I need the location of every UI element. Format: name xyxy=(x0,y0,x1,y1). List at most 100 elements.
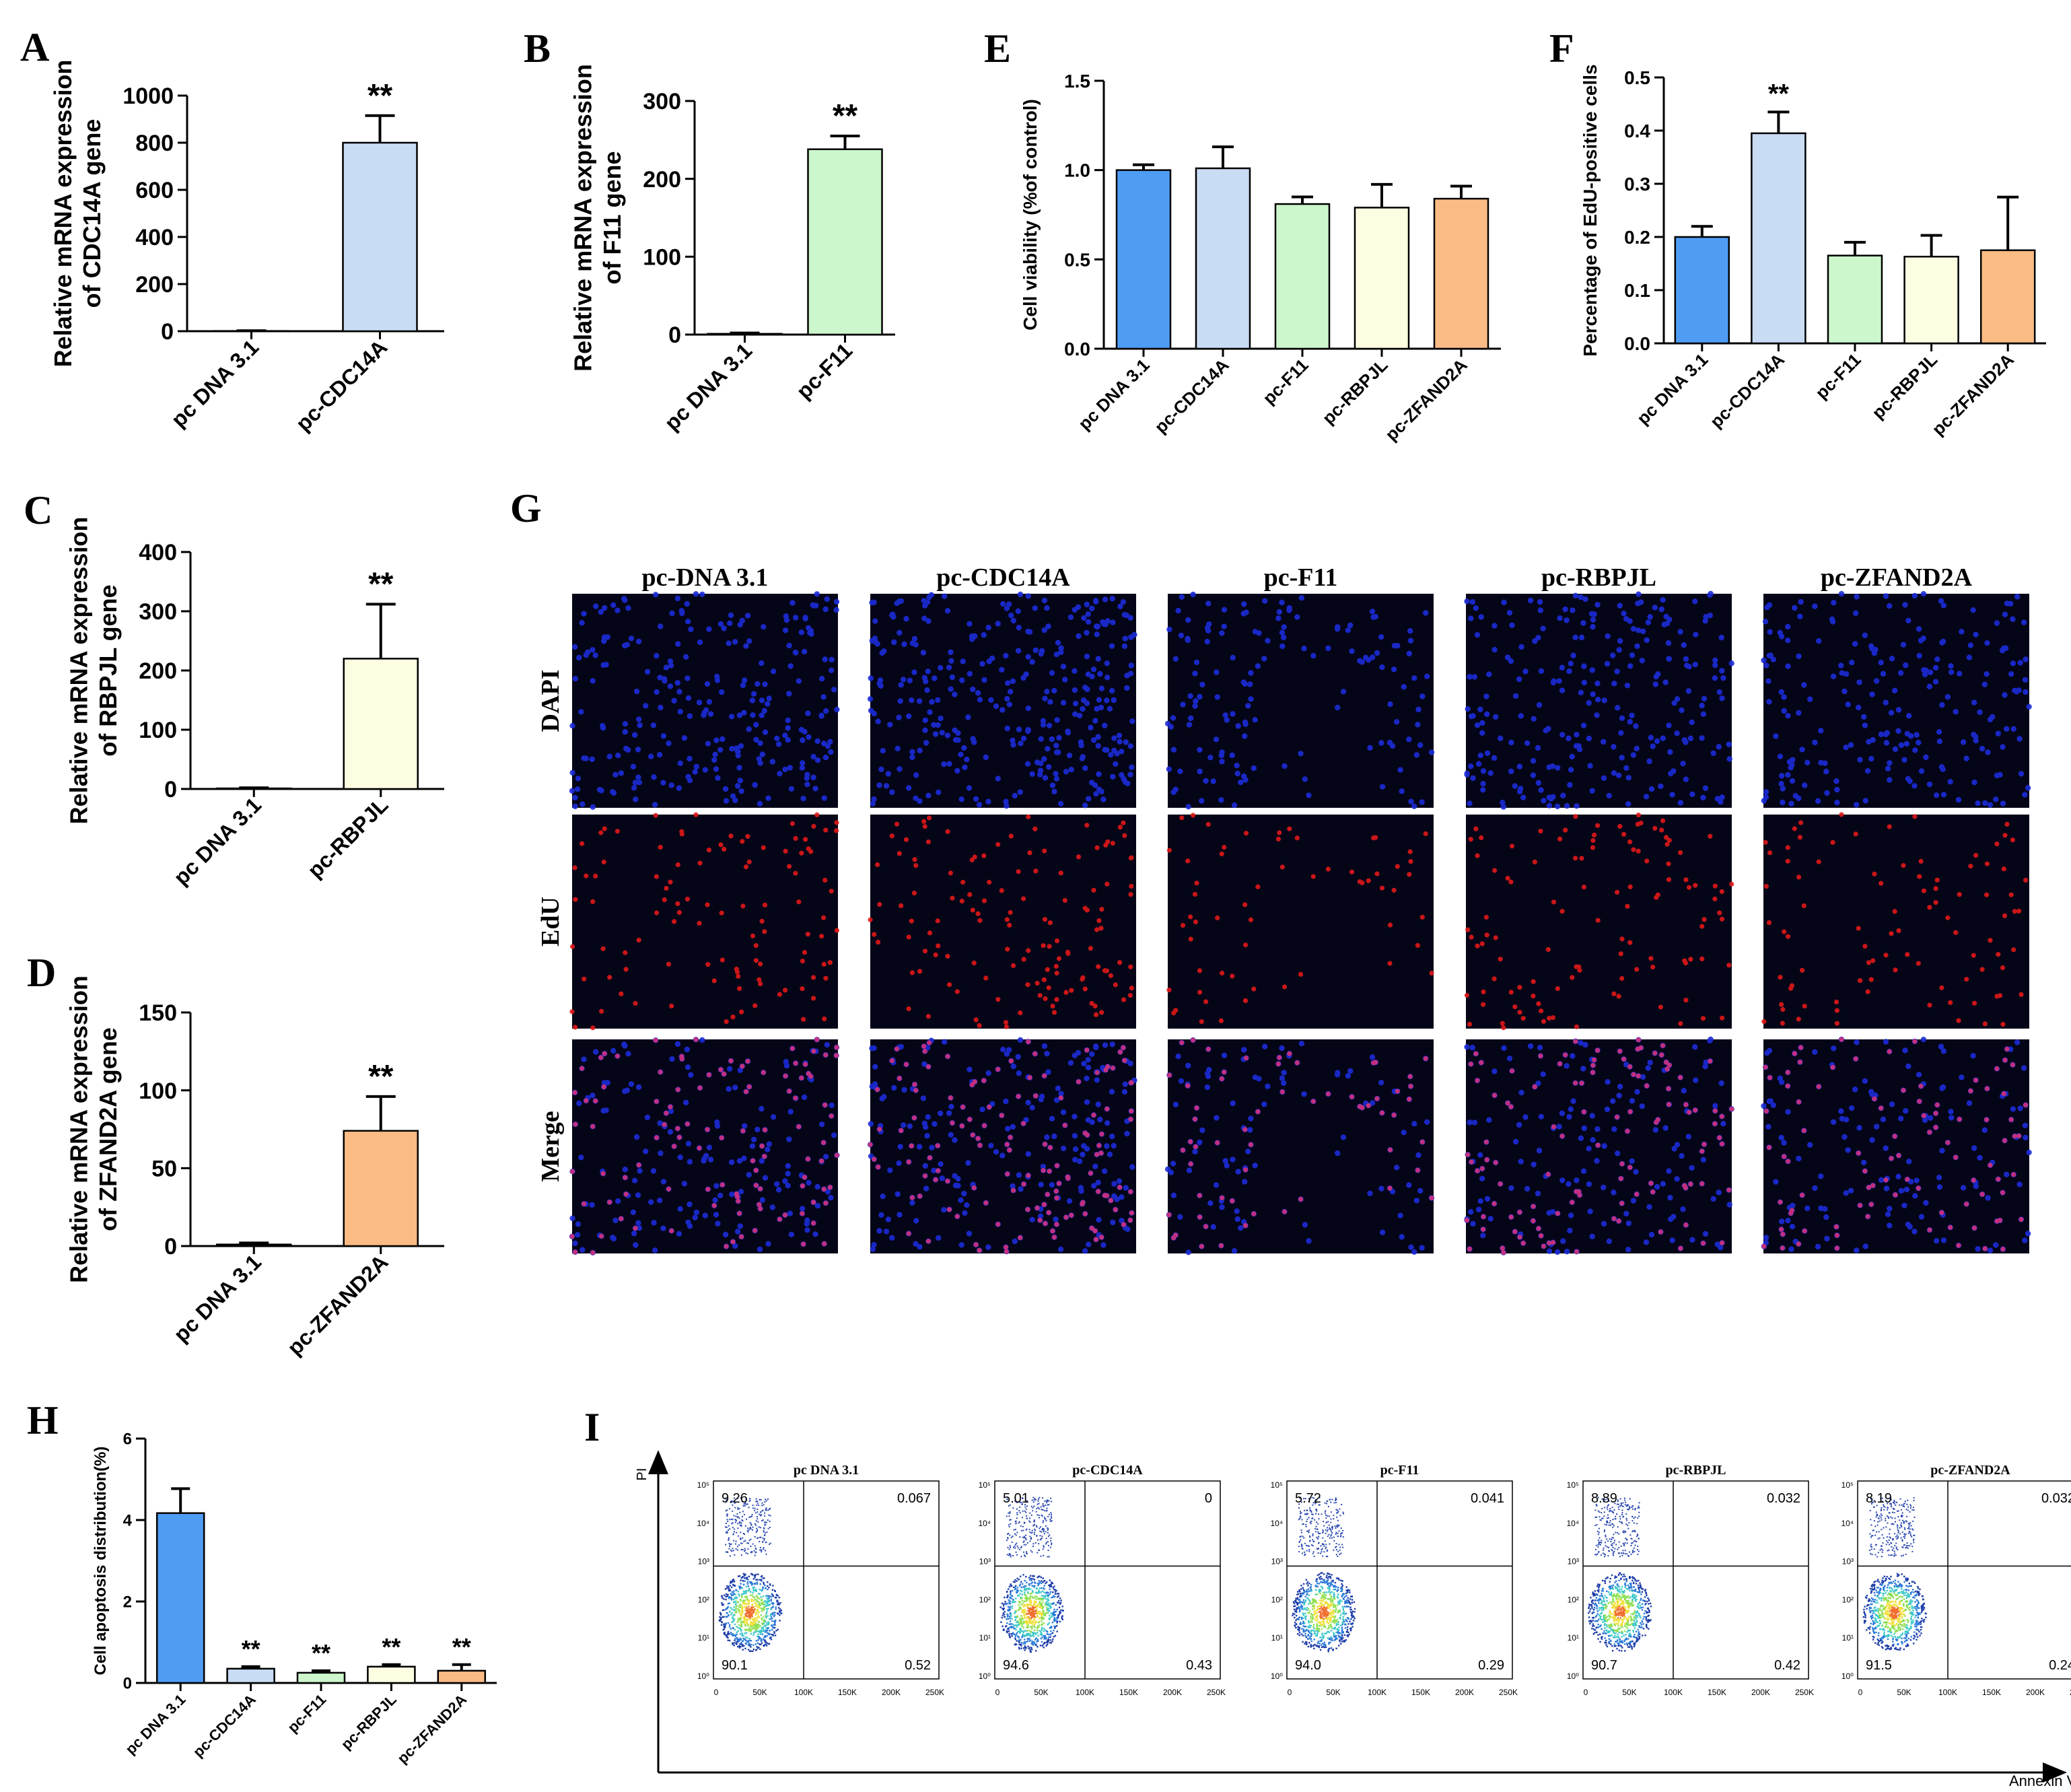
event-dot xyxy=(1611,1523,1613,1525)
event-dot xyxy=(1326,1550,1328,1552)
event-dot xyxy=(757,1573,759,1575)
event-dot xyxy=(1632,1508,1634,1510)
event-dot xyxy=(1617,1593,1619,1595)
event-dot xyxy=(1024,1605,1026,1607)
event-dot xyxy=(1642,1599,1644,1601)
event-dot xyxy=(1621,1647,1623,1649)
event-dot xyxy=(1625,1595,1627,1597)
event-dot xyxy=(1321,1513,1323,1515)
event-dot xyxy=(1631,1520,1634,1522)
event-dot xyxy=(1028,1520,1030,1522)
event-dot xyxy=(757,1627,759,1629)
event-dot xyxy=(1057,1593,1060,1595)
event-dot xyxy=(1321,1623,1323,1625)
event-dot xyxy=(1633,1586,1636,1588)
event-dot xyxy=(1049,1579,1051,1581)
event-dot xyxy=(1615,1587,1618,1589)
event-dot xyxy=(1335,1554,1337,1556)
event-dot xyxy=(1012,1633,1014,1635)
event-dot xyxy=(1041,1641,1043,1643)
event-dot xyxy=(1604,1523,1606,1525)
event-dot xyxy=(1608,1634,1610,1636)
event-dot xyxy=(1043,1630,1045,1632)
event-dot xyxy=(1647,1620,1650,1622)
event-dot xyxy=(1615,1518,1617,1520)
event-dot xyxy=(732,1579,735,1581)
event-dot xyxy=(1605,1629,1608,1631)
event-dot xyxy=(724,1631,726,1634)
event-dot xyxy=(1039,1610,1041,1613)
event-dot xyxy=(767,1588,769,1591)
event-dot xyxy=(759,1626,761,1628)
event-dot xyxy=(1018,1639,1020,1641)
event-dot xyxy=(1026,1515,1028,1517)
event-dot xyxy=(747,1579,749,1581)
event-dot xyxy=(1625,1578,1627,1580)
event-dot xyxy=(1628,1635,1631,1637)
event-dot xyxy=(1612,1607,1615,1609)
event-dot xyxy=(1329,1498,1331,1501)
event-dot xyxy=(1347,1618,1349,1620)
event-dot xyxy=(1606,1546,1608,1548)
event-dot xyxy=(1330,1623,1332,1626)
event-dot xyxy=(1314,1632,1316,1634)
event-dot xyxy=(1316,1614,1319,1617)
event-dot xyxy=(1299,1623,1301,1625)
event-dot xyxy=(735,1608,737,1610)
event-dot xyxy=(748,1618,750,1620)
event-dot xyxy=(1601,1540,1603,1542)
event-dot xyxy=(1312,1551,1314,1553)
event-dot xyxy=(1636,1536,1638,1538)
event-dot xyxy=(1006,1554,1008,1556)
event-dot xyxy=(1589,1622,1591,1625)
event-dot xyxy=(1019,1601,1022,1603)
event-dot xyxy=(734,1521,736,1523)
event-dot xyxy=(1626,1596,1628,1598)
event-dot xyxy=(722,1628,724,1631)
event-dot xyxy=(1322,1646,1325,1648)
y-tick-label: 100 xyxy=(643,245,681,271)
event-dot xyxy=(1022,1542,1024,1544)
event-dot xyxy=(1298,1608,1301,1610)
event-dot xyxy=(1337,1550,1339,1552)
y-tick-label: 1000 xyxy=(122,83,174,109)
event-dot xyxy=(1341,1606,1344,1608)
event-dot xyxy=(1602,1590,1604,1592)
event-dot xyxy=(748,1630,750,1632)
event-dot xyxy=(728,1632,730,1635)
flow-x-tick: 0 xyxy=(714,1688,719,1697)
event-dot xyxy=(1045,1519,1047,1521)
event-dot xyxy=(1041,1514,1043,1516)
bar xyxy=(342,141,418,333)
event-dot xyxy=(736,1611,738,1614)
event-dot xyxy=(1628,1646,1631,1649)
event-dot xyxy=(1640,1585,1642,1587)
event-dot xyxy=(1019,1639,1022,1641)
event-dot xyxy=(776,1612,779,1614)
event-dot xyxy=(1325,1608,1327,1610)
event-dot xyxy=(741,1609,744,1612)
cell-nuclei xyxy=(867,591,1137,809)
event-dot xyxy=(1325,1646,1327,1648)
event-dot xyxy=(1327,1603,1329,1605)
event-dot xyxy=(1333,1612,1335,1614)
event-dot xyxy=(725,1497,727,1499)
event-dot xyxy=(753,1619,756,1622)
event-dot xyxy=(746,1603,748,1606)
flow-x-tick: 50K xyxy=(752,1688,767,1697)
flow-plot-title: pc DNA 3.1 xyxy=(794,1463,859,1478)
event-dot xyxy=(1622,1575,1624,1578)
event-dot xyxy=(1025,1511,1027,1513)
event-dot xyxy=(1308,1529,1310,1531)
event-dot xyxy=(1037,1606,1039,1608)
event-dot xyxy=(1009,1511,1011,1513)
event-dot xyxy=(1023,1611,1025,1613)
event-dot xyxy=(1006,1591,1008,1593)
event-dot xyxy=(1620,1573,1623,1576)
event-dot xyxy=(757,1518,759,1520)
event-dot xyxy=(1028,1620,1031,1622)
event-dot xyxy=(1605,1620,1607,1622)
event-dot xyxy=(1300,1544,1302,1546)
event-dot xyxy=(1030,1613,1032,1615)
event-dot xyxy=(1049,1607,1051,1610)
